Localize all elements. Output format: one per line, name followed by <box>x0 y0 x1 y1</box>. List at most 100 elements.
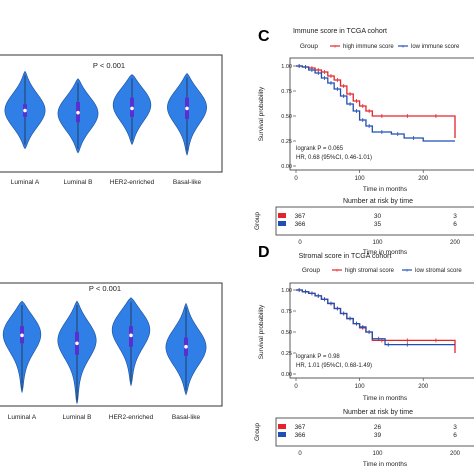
ytick-label: 0.00 <box>281 164 292 170</box>
panel-c-legend: + high immune score + low immune score <box>330 44 460 51</box>
ytick-label: 0.50 <box>281 114 292 120</box>
violin-median-dot <box>75 341 79 346</box>
panel-c-curves <box>296 64 456 142</box>
legend-cross: + <box>333 45 337 51</box>
panel-d-yticks: 0.00 0.25 0.50 0.75 1.00 <box>281 288 296 378</box>
risk-value: 26 <box>374 424 382 431</box>
legend-label: low immune score <box>411 44 460 50</box>
panel-d-logrank: logrank P = 0.98 <box>296 354 340 360</box>
violin-panel-bottom: P < 0.001 Luminal A Luminal B HER2-enric… <box>0 282 223 421</box>
legend-label: high stromal score <box>345 268 395 274</box>
ytick-label: 0.50 <box>281 330 292 336</box>
violin-top-xtick: HER2-enriched <box>110 179 155 186</box>
violin-top-xtick: Luminal B <box>64 179 93 186</box>
panel-c-risk-frame <box>275 206 474 236</box>
panel-c-legend-title: Group <box>300 43 318 50</box>
violin-top-xtick: Luminal A <box>11 179 40 186</box>
violin-median-dot <box>129 333 133 338</box>
risk-value: 6 <box>453 221 457 228</box>
risk-value: 3 <box>453 213 457 220</box>
risk-value: 367 <box>295 424 306 431</box>
violin-median-dot <box>23 108 27 113</box>
panel-c-yticks: 0.00 0.25 0.50 0.75 1.00 <box>281 64 296 170</box>
ytick-label: 0.25 <box>281 139 292 145</box>
panel-c-hr: HR, 0.68 (95%CI, 0.46-1.01) <box>296 155 372 161</box>
legend-cross: + <box>401 45 405 51</box>
survival-curve <box>296 289 456 353</box>
panel-d-title: Stromal score in TCGA cohort <box>299 253 392 260</box>
panel-c-xticks: 0 100 200 <box>294 170 429 182</box>
ytick-label: 0.00 <box>281 372 292 378</box>
xtick-label: 0 <box>294 384 298 390</box>
survival-curve <box>296 65 455 142</box>
panel-c-risk-title: Number at risk by time <box>343 198 413 205</box>
ytick-label: 0.25 <box>281 351 292 357</box>
risk-value: 39 <box>374 432 382 439</box>
ytick-label: 1.00 <box>281 288 292 294</box>
panel-d-hr: HR, 1.01 (95%CI, 0.68-1.49) <box>296 363 372 369</box>
risk-xtick-label: 200 <box>450 451 461 457</box>
violin-bottom-frame <box>0 282 223 407</box>
violin-median-dot <box>184 344 188 349</box>
panel-c-ylabel: Survival probability <box>258 86 265 141</box>
xtick-label: 0 <box>294 176 298 182</box>
panel-d-ylabel: Survival probability <box>258 304 265 359</box>
survival-curve <box>296 65 456 138</box>
violin-panel-top: P < 0.001 Luminal A Luminal B HER2-enric… <box>0 54 223 186</box>
risk-value: 366 <box>295 221 306 228</box>
ytick-label: 0.75 <box>281 89 292 95</box>
xtick-label: 200 <box>418 176 429 182</box>
risk-value: 366 <box>295 432 306 439</box>
panel-c-title: Immune score in TCGA cohort <box>293 28 387 35</box>
ytick-label: 1.00 <box>281 64 292 70</box>
legend-label: low stromal score <box>415 268 462 274</box>
legend-cross: + <box>335 269 339 275</box>
panel-c-frame <box>289 57 474 171</box>
legend-label: high immune score <box>343 44 394 50</box>
survival-panel-d: D Stromal score in TCGA cohort Group + hi… <box>254 244 474 468</box>
risk-value: 3 <box>453 424 457 431</box>
panel-d-risk-frame <box>275 417 474 447</box>
risk-value: 6 <box>453 432 457 439</box>
panel-c-risk-rows: 367 30 3 366 35 6 0 100 200 <box>278 213 461 246</box>
panel-d-xlabel: Time in months <box>363 395 408 402</box>
risk-value: 35 <box>374 221 382 228</box>
violin-median-dot <box>20 333 24 338</box>
panel-d-xticks: 0 100 200 <box>294 378 429 390</box>
survival-curve <box>296 289 455 346</box>
violin-bottom-pvalue: P < 0.001 <box>89 284 121 293</box>
panel-letter-c: C <box>258 28 270 45</box>
panel-d-risk-title: Number at risk by time <box>343 409 413 416</box>
risk-row-swatch <box>278 221 286 226</box>
risk-value: 367 <box>295 213 306 220</box>
panel-c-risk-ylabel: Group <box>254 212 261 230</box>
risk-xtick-label: 0 <box>298 240 302 246</box>
panel-d-risk-rows: 367 26 3 366 39 6 0 100 200 <box>278 424 461 457</box>
risk-xtick-label: 0 <box>298 451 302 457</box>
xtick-label: 100 <box>355 176 366 182</box>
violin-median-dot <box>185 106 189 111</box>
legend-cross: + <box>405 269 409 275</box>
panel-d-legend-title: Group <box>302 267 320 274</box>
risk-row-swatch <box>278 424 286 429</box>
violin-median-dot <box>76 110 80 115</box>
risk-row-swatch <box>278 213 286 218</box>
violin-top-frame <box>0 54 223 173</box>
violin-top-xtick: Basal-like <box>173 179 202 186</box>
violin-bottom-xtick: Luminal B <box>63 414 92 421</box>
risk-xtick-label: 200 <box>450 240 461 246</box>
risk-row-swatch <box>278 432 286 437</box>
violin-bottom-xtick: Luminal A <box>8 414 37 421</box>
panel-d-frame <box>289 282 474 379</box>
ytick-label: 0.75 <box>281 309 292 315</box>
panel-c-risk-xlabel: Time in months <box>363 249 408 256</box>
xtick-label: 100 <box>355 384 366 390</box>
survival-panel-c: C Immune score in TCGA cohort Group + hig… <box>254 28 474 256</box>
panel-d-risk-ylabel: Group <box>254 423 261 441</box>
violin-median-dot <box>130 106 134 111</box>
panel-d-legend: + high stromal score + low stromal score <box>332 268 462 275</box>
panel-c-xlabel: Time in months <box>363 186 408 193</box>
risk-xtick-label: 100 <box>372 451 383 457</box>
violin-bottom-xtick: HER2-enriched <box>109 414 154 421</box>
